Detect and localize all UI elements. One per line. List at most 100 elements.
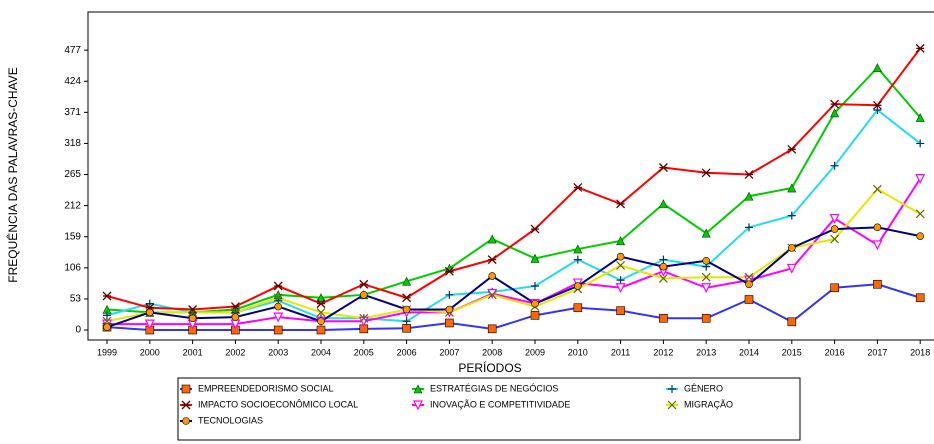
- data-point: [830, 283, 839, 293]
- data-point-part: [273, 281, 283, 291]
- data-point-part: [402, 293, 412, 303]
- x-tick-label: 2010: [568, 347, 588, 357]
- data-point-part: [145, 299, 154, 308]
- data-point-part: [916, 232, 925, 240]
- data-point-part: [358, 316, 369, 327]
- data-point-part: [573, 303, 583, 313]
- data-point-part: [872, 184, 882, 194]
- data-point: [402, 323, 411, 333]
- data-point-part: [658, 273, 668, 283]
- series-line: [107, 178, 922, 326]
- data-point: [402, 276, 412, 286]
- data-point: [872, 100, 882, 110]
- data-point: [830, 225, 839, 233]
- data-point-part: [915, 293, 925, 303]
- data-point-part: [573, 182, 583, 192]
- y-axis-label: FREQUÊNCIA DAS PALAVRAS-CHAVE: [5, 67, 20, 282]
- plot-frame: [87, 11, 934, 341]
- data-point: [701, 272, 711, 282]
- data-point: [274, 302, 283, 311]
- data-point: [531, 299, 539, 308]
- x-tick-label: 2001: [183, 347, 203, 357]
- data-point: [573, 182, 583, 192]
- data-point: [616, 236, 626, 246]
- data-point-part: [787, 317, 797, 327]
- data-point: [488, 272, 497, 280]
- data-point: [359, 291, 368, 299]
- y-tick-label: 106: [64, 262, 81, 273]
- data-point-part: [701, 272, 711, 282]
- data-point: [830, 234, 840, 244]
- data-point-part: [103, 323, 111, 331]
- data-point: [659, 255, 668, 264]
- legend-marker: [667, 400, 677, 410]
- legend-label: ESTRATÉGIAS DE NEGÓCIOS: [430, 383, 558, 393]
- data-point: [915, 43, 925, 53]
- data-point: [916, 139, 925, 148]
- data-point: [188, 314, 197, 323]
- data-point: [573, 244, 583, 254]
- data-point-part: [530, 253, 540, 263]
- data-point-part: [786, 263, 797, 274]
- data-point: [530, 224, 540, 234]
- x-tick-label: 2008: [482, 347, 502, 357]
- data-point: [273, 325, 283, 335]
- legend-marker-part: [181, 400, 191, 410]
- data-point-part: [316, 299, 326, 309]
- data-point-part: [701, 313, 711, 323]
- data-point: [658, 273, 668, 283]
- data-point-part: [787, 144, 797, 154]
- data-point-part: [658, 199, 668, 209]
- data-point-part: [616, 236, 626, 246]
- data-point: [487, 290, 497, 300]
- data-point: [659, 313, 668, 323]
- data-point-part: [445, 290, 454, 299]
- data-point-part: [616, 306, 625, 315]
- data-point: [402, 317, 411, 326]
- data-point-part: [829, 213, 840, 224]
- data-point-part: [658, 163, 668, 172]
- data-point-part: [402, 276, 412, 286]
- data-point: [530, 253, 540, 263]
- data-point: [915, 174, 926, 184]
- data-point: [316, 307, 326, 317]
- x-tick-label: 2014: [739, 347, 759, 357]
- x-tick-label: 2002: [225, 347, 245, 357]
- data-point: [659, 262, 668, 271]
- data-point: [402, 305, 411, 314]
- data-point: [573, 303, 583, 313]
- legend-label: INOVAÇÃO E COMPETITIVIDADE: [430, 399, 570, 409]
- series-line: [106, 66, 921, 314]
- y-tick-label: 265: [64, 169, 81, 180]
- data-point: [701, 168, 711, 178]
- x-tick-label: 2006: [397, 347, 417, 357]
- data-point-part: [103, 311, 111, 320]
- data-point: [915, 293, 925, 303]
- data-point: [358, 316, 369, 327]
- x-tick-label: 2004: [311, 347, 331, 357]
- data-point-part: [616, 276, 625, 285]
- data-point-part: [487, 290, 497, 300]
- data-point: [444, 266, 454, 276]
- data-point-part: [701, 228, 711, 238]
- data-point: [744, 170, 754, 179]
- data-point-part: [915, 43, 925, 53]
- data-point: [359, 313, 369, 323]
- legend-label: IMPACTO SOCIOECONÔMICO LOCAL: [198, 399, 358, 409]
- data-point-part: [487, 255, 497, 265]
- x-tick-label: 2003: [268, 347, 288, 357]
- data-point-part: [615, 283, 626, 294]
- data-point: [273, 293, 283, 303]
- x-tick-label: 2015: [782, 347, 802, 357]
- data-point: [744, 275, 754, 286]
- data-point: [701, 313, 711, 323]
- data-point-part: [102, 316, 112, 326]
- data-point: [787, 183, 797, 193]
- data-point: [744, 295, 754, 304]
- series-line: [106, 283, 921, 332]
- legend-marker-part: [181, 384, 191, 394]
- data-point-part: [359, 291, 368, 299]
- data-point-part: [146, 308, 154, 317]
- data-point-part: [573, 282, 582, 290]
